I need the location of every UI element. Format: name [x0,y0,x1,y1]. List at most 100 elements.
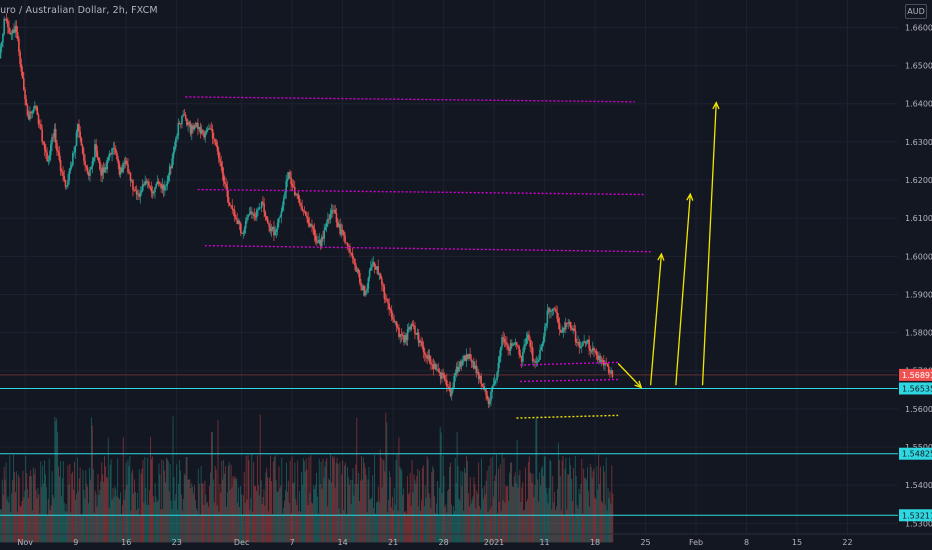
candle-body [436,369,438,370]
volume-bar [78,478,80,543]
volume-bar [422,465,424,543]
volume-bar [600,466,602,543]
candle-body [525,338,528,345]
candle-body [448,387,451,389]
candle-body [193,125,196,130]
volume-bar [325,461,327,543]
volume-bar [586,479,587,543]
candle-body [179,123,182,125]
currency-badge[interactable]: AUD [905,4,927,19]
volume-bar [433,468,435,543]
volume-bar [567,474,569,543]
candle-body [389,309,392,311]
volume-bar [27,489,29,543]
candle-body [262,201,264,204]
volume-bar [437,514,439,543]
candle-body [360,282,362,287]
candle-body [401,335,404,337]
candle-body [202,129,204,132]
volume-bar [328,478,330,543]
volume-bar [458,498,460,543]
volume-bar [201,482,203,543]
candle-body [524,344,527,346]
candle-body [425,354,427,358]
candle-body [307,218,310,224]
candle-body [362,285,365,291]
candle-body [122,163,124,173]
volume-bar [575,476,577,543]
volume-bar [220,492,222,543]
candle-body [242,232,245,234]
candle-body [550,311,552,313]
candle-body [38,123,41,125]
candle-body [544,326,546,337]
candle-body [302,210,305,212]
volume-bar [366,512,368,543]
volume-bar [43,483,45,543]
volume-bar [165,482,166,543]
candle-body [555,309,557,313]
candle-body [352,257,355,259]
volume-bar [478,462,480,543]
candle-body [323,229,326,239]
volume-bar [337,463,339,543]
volume-bar [365,475,367,543]
volume-bar [339,462,341,543]
candle-body [192,125,194,130]
volume-bar [275,479,277,543]
candle-body [269,226,272,232]
volume-bar [171,509,173,543]
volume-bar [292,483,294,543]
volume-bar [492,456,494,543]
volume-bar [281,457,283,543]
candle-body [46,152,48,162]
volume-bar [591,478,593,543]
candle-body [271,226,274,229]
volume-bar [268,511,270,543]
candle-body [303,210,306,212]
volume-bar [255,485,256,543]
volume-bar [332,458,334,543]
candle-body [365,291,367,296]
candle-body [284,192,286,199]
volume-bar [499,464,501,543]
candle-body [531,347,534,361]
volume-bar [469,477,471,543]
candle-body [52,137,55,139]
volume-bar [229,489,231,543]
candle-body [127,164,129,173]
candle-body [432,364,435,369]
volume-bar [504,502,506,543]
candle-body [366,288,368,292]
volume-bar [327,506,329,543]
volume-bar [396,453,398,543]
candle-body [247,215,249,218]
candle-body [167,175,170,182]
volume-bar [595,499,597,543]
candle-body [30,111,32,113]
volume-bar [100,481,102,543]
volume-bar [283,507,285,543]
volume-bar [164,470,165,543]
volume-bar [477,493,479,543]
volume-bar [153,502,155,543]
volume-bar [147,457,149,543]
magenta-trendline [520,378,619,383]
volume-bar [151,456,153,543]
volume-bar [480,509,481,543]
volume-bar [333,456,335,543]
candle-body [173,147,176,152]
volume-bar [534,484,536,543]
candle-body [10,33,13,35]
volume-bar [535,418,537,543]
x-tick-label: Nov [17,538,33,547]
volume-bar [436,503,437,543]
volume-bar [550,460,552,543]
magenta-trendline [204,244,653,253]
volume-bar [306,469,308,543]
candle-body [74,145,77,153]
candle-body [96,150,99,158]
volume-bar [378,502,380,543]
candle-body [107,157,110,160]
